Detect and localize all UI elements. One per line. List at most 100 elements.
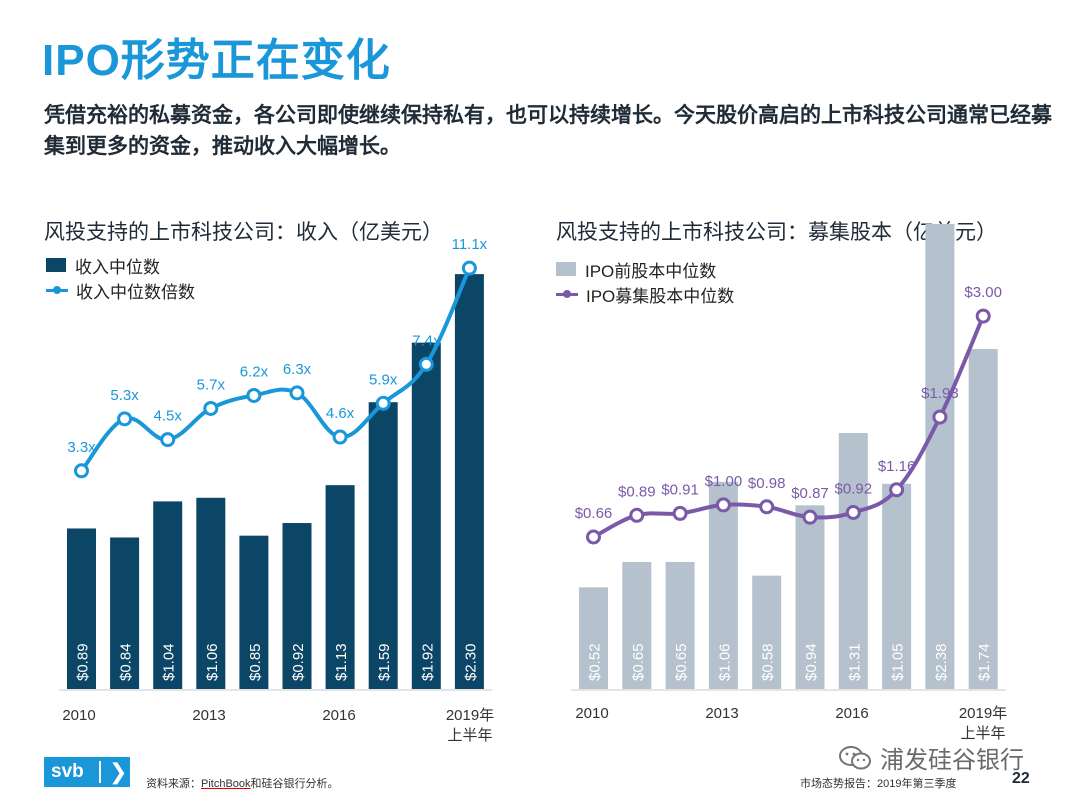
svb-logo: svb ❯ <box>44 757 130 787</box>
left-bar <box>239 535 269 689</box>
right-line-label: $0.66 <box>575 505 613 522</box>
right-line-point <box>715 497 731 513</box>
left-line-point <box>289 385 305 401</box>
left-bar <box>110 537 140 689</box>
left-legend-line-swatch <box>46 283 68 297</box>
right-bar <box>752 575 782 689</box>
right-bar-label: $1.74 <box>976 643 993 681</box>
left-bar-label: $0.89 <box>75 643 92 681</box>
wechat-icon <box>838 745 872 771</box>
right-line-label: $1.00 <box>705 473 743 490</box>
right-line-label: $1.93 <box>921 385 959 402</box>
left-line-point <box>246 387 262 403</box>
left-line-label: 11.1x <box>452 236 488 253</box>
left-line-label: 5.3x <box>110 387 139 404</box>
right-line-label: $0.92 <box>835 480 873 497</box>
svb-logo-text: svb <box>51 761 84 782</box>
right-line-point <box>759 499 775 515</box>
right-bar <box>579 587 608 689</box>
left-x-tick-label: 上半年 <box>447 727 492 744</box>
left-bar <box>368 402 398 689</box>
right-bar <box>622 561 652 689</box>
left-line-point <box>332 429 348 445</box>
left-line-label: 3.3x <box>67 439 96 456</box>
right-bar-label: $0.52 <box>587 643 604 681</box>
left-line-label: 5.7x <box>197 376 226 393</box>
left-x-tick-label: 2016 <box>322 707 355 724</box>
right-bar-label: $0.65 <box>630 643 647 681</box>
left-bar-label: $1.59 <box>376 643 393 681</box>
left-bar <box>454 274 484 689</box>
right-line-point <box>932 409 948 425</box>
left-line-point <box>418 356 434 372</box>
page-number: 22 <box>1012 770 1030 787</box>
left-bar-label: $1.04 <box>161 643 178 681</box>
right-line-point <box>889 482 905 498</box>
left-bar-label: $0.84 <box>118 643 135 681</box>
left-line-label: 7.4x <box>412 332 441 349</box>
right-bar <box>925 223 955 690</box>
left-line-point <box>203 400 219 416</box>
left-legend-line-label: 收入中位数倍数 <box>76 282 195 302</box>
right-bar <box>665 561 695 689</box>
right-x-tick-label: 2013 <box>705 705 738 722</box>
right-x-tick-label: 2010 <box>575 705 608 722</box>
left-bar <box>196 497 226 689</box>
left-line-point <box>117 411 133 427</box>
left-bar <box>153 501 183 689</box>
left-legend-bar: 收入中位数 <box>46 254 160 277</box>
right-bar-label: $1.31 <box>846 643 863 681</box>
right-series-line <box>592 315 986 539</box>
left-x-tick-label: 2019年 <box>446 707 494 724</box>
left-line-point <box>160 432 176 448</box>
left-bar-label: $0.85 <box>247 643 264 681</box>
watermark: 浦发硅谷银行 <box>838 740 1024 775</box>
right-bar-label: $1.06 <box>716 643 733 681</box>
left-line-point <box>461 260 477 276</box>
page-title: IPO形势正在变化 <box>42 36 391 85</box>
right-line-point <box>975 308 991 324</box>
page-subtitle: 凭借充裕的私募资金，各公司即使继续保持私有，也可以持续增长。今天股价高启的上市科… <box>44 104 1052 158</box>
right-line-label: $0.91 <box>661 481 699 498</box>
left-bar-label: $2.30 <box>462 643 479 681</box>
right-line-label: $3.00 <box>964 284 1002 301</box>
right-line-point <box>629 507 645 523</box>
right-legend-line: IPO募集股本中位数 <box>556 283 735 306</box>
right-line-point <box>586 529 601 545</box>
left-line-label: 4.6x <box>326 405 355 422</box>
watermark-text: 浦发硅谷银行 <box>880 747 1024 774</box>
right-line-point <box>845 504 861 520</box>
right-line-label: $0.87 <box>791 485 829 502</box>
right-chart-title: 风投支持的上市科技公司：募集股本（亿美元） <box>556 221 997 244</box>
left-line-point <box>74 463 89 479</box>
left-legend-bar-label: 收入中位数 <box>75 257 160 277</box>
chevron-right-icon: ❯ <box>109 759 128 784</box>
right-bar <box>708 481 738 689</box>
left-chart-title: 风投支持的上市科技公司：收入（亿美元） <box>44 221 443 244</box>
left-bar <box>282 523 312 689</box>
right-bar <box>968 348 998 689</box>
right-bar-label: $1.05 <box>890 643 907 681</box>
left-bar <box>325 485 355 689</box>
right-bar-label: $0.65 <box>673 643 690 681</box>
right-bar-label: $0.58 <box>760 643 777 681</box>
right-legend-line-swatch <box>556 287 578 301</box>
left-legend-bar-swatch <box>46 258 66 272</box>
left-line-label: 6.2x <box>240 363 269 380</box>
right-x-tick-label: 上半年 <box>960 725 1005 742</box>
left-x-tick-label: 2010 <box>62 707 95 724</box>
left-line-label: 6.3x <box>283 361 312 378</box>
right-bar <box>882 483 912 689</box>
right-line-label: $1.16 <box>878 458 916 475</box>
right-legend-bar: IPO前股本中位数 <box>556 258 716 281</box>
right-x-tick-label: 2016 <box>835 705 868 722</box>
right-line-point <box>802 509 818 525</box>
right-line-label: $0.98 <box>748 475 786 492</box>
report-label: 市场态势报告：2019年第三季度 <box>800 778 957 790</box>
right-legend-line-label: IPO募集股本中位数 <box>586 286 735 306</box>
left-x-tick-label: 2013 <box>192 707 225 724</box>
left-line-point <box>375 395 391 411</box>
source-note: 资料来源：PitchBook和硅谷银行分析。 <box>146 778 339 790</box>
left-bar-label: $0.92 <box>290 643 307 681</box>
